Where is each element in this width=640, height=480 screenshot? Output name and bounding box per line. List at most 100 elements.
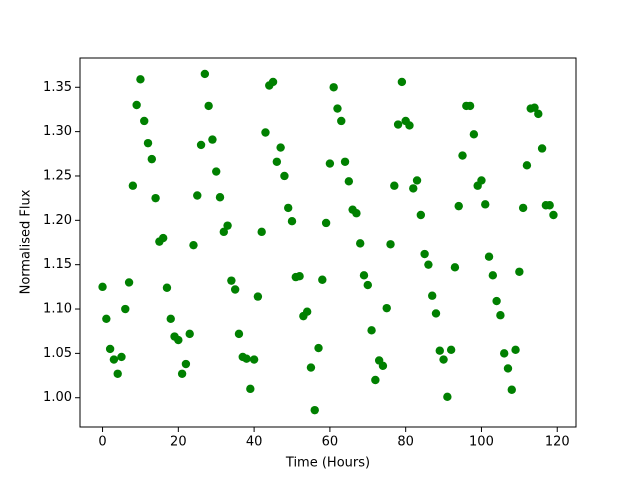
data-point	[405, 121, 414, 130]
data-point	[98, 282, 107, 292]
data-point	[306, 363, 316, 372]
y-tick-label: 1.25	[43, 168, 72, 183]
data-point	[397, 77, 407, 87]
data-point	[537, 144, 547, 153]
data-point	[454, 201, 463, 211]
data-point	[443, 392, 452, 402]
x-tick-label: 40	[246, 435, 263, 450]
data-point	[272, 157, 282, 166]
data-point	[318, 275, 327, 284]
x-tick-label: 20	[170, 435, 187, 450]
data-point	[246, 384, 255, 394]
data-point	[352, 209, 361, 218]
data-point	[465, 101, 475, 111]
data-point	[140, 116, 149, 126]
y-tick-label: 1.00	[43, 390, 72, 405]
data-point	[424, 260, 433, 269]
data-point	[378, 361, 388, 370]
data-point	[416, 210, 426, 220]
axes-frame	[79, 57, 577, 428]
data-point	[261, 128, 270, 137]
data-point	[212, 167, 221, 176]
data-point	[420, 249, 429, 259]
x-tick-label: 120	[545, 435, 570, 450]
data-point	[428, 291, 437, 300]
data-point	[162, 283, 172, 292]
data-point	[333, 104, 342, 113]
x-tick-label: 60	[322, 435, 339, 450]
data-point	[549, 210, 558, 220]
x-tick-label: 80	[397, 435, 414, 450]
data-point	[515, 267, 524, 276]
y-tick-label: 1.10	[43, 302, 72, 317]
data-point	[227, 276, 236, 285]
data-point	[268, 77, 278, 87]
data-point	[302, 307, 312, 316]
data-point	[337, 116, 346, 126]
data-point	[431, 309, 441, 318]
data-point	[257, 227, 266, 237]
x-tick-label: 0	[98, 435, 106, 450]
data-point	[363, 280, 372, 290]
data-point	[117, 352, 126, 362]
data-point	[276, 143, 285, 152]
data-point	[242, 354, 251, 363]
data-point	[503, 364, 513, 373]
data-point	[359, 271, 369, 280]
data-point	[458, 151, 467, 160]
data-point	[382, 303, 391, 313]
data-point	[124, 278, 134, 287]
data-point	[109, 355, 119, 364]
data-point	[386, 240, 395, 249]
data-point	[196, 140, 206, 150]
data-point	[545, 201, 554, 210]
data-point	[481, 200, 490, 209]
data-point	[234, 329, 244, 339]
data-point	[105, 344, 115, 354]
data-point	[200, 69, 210, 79]
data-point	[534, 109, 543, 119]
data-point	[249, 355, 259, 364]
y-tick-label: 1.15	[43, 257, 72, 272]
data-point	[185, 329, 194, 339]
data-point	[314, 343, 323, 353]
data-point	[367, 326, 376, 335]
data-point	[121, 304, 130, 314]
data-point	[215, 193, 225, 202]
data-point	[219, 227, 228, 237]
data-point	[204, 101, 213, 111]
data-point	[113, 369, 122, 378]
data-point	[189, 240, 198, 250]
data-point	[393, 120, 403, 129]
data-point	[143, 138, 153, 148]
data-point	[329, 83, 338, 92]
data-point	[499, 349, 509, 358]
data-point	[325, 159, 335, 168]
data-point	[136, 75, 145, 84]
data-point	[284, 203, 293, 213]
data-point	[496, 311, 505, 320]
x-axis-label: Time (Hours)	[285, 456, 370, 471]
data-point	[280, 171, 289, 181]
data-point	[230, 285, 240, 294]
y-tick-label: 1.20	[43, 213, 72, 228]
data-point	[340, 157, 350, 166]
data-point	[412, 176, 422, 185]
data-point	[177, 369, 187, 378]
data-point	[450, 263, 460, 272]
data-point	[287, 217, 297, 226]
data-point	[166, 314, 175, 323]
data-point	[439, 355, 448, 364]
data-point	[321, 218, 331, 228]
y-axis-label: Normalised Flux	[19, 189, 34, 294]
data-point	[181, 359, 191, 369]
data-point	[435, 346, 444, 355]
data-point	[511, 345, 520, 355]
data-point	[128, 181, 138, 190]
data-point	[151, 193, 160, 203]
y-tick-label: 1.30	[43, 124, 72, 139]
data-point	[409, 184, 418, 193]
data-point	[522, 161, 532, 170]
